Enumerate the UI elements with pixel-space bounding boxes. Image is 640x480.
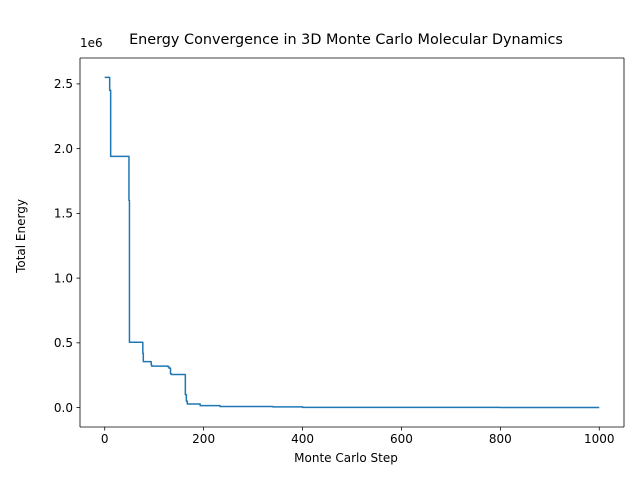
y-tick-label: 2.5 xyxy=(54,77,73,91)
x-tick-label: 1000 xyxy=(584,432,615,446)
y-axis-label: Total Energy xyxy=(14,199,28,274)
x-axis-label: Monte Carlo Step xyxy=(294,451,398,465)
x-tick-label: 0 xyxy=(101,432,109,446)
y-offset-label: 1e6 xyxy=(80,36,103,50)
y-tick-label: 1.5 xyxy=(54,207,73,221)
y-tick-label: 0.5 xyxy=(54,336,73,350)
x-tick-label: 200 xyxy=(192,432,215,446)
x-tick-label: 600 xyxy=(390,432,413,446)
plot-area: 0 200 400 600 800 1000 0.0 0.5 1.0 1.5 2.0 2.5 xyxy=(54,57,625,446)
x-tick-label: 400 xyxy=(291,432,314,446)
y-tick-label: 0.0 xyxy=(54,401,73,415)
y-tick-label: 1.0 xyxy=(54,271,73,285)
chart-title: Energy Convergence in 3D Monte Carlo Mol… xyxy=(129,32,563,48)
series-line-0 xyxy=(104,76,600,409)
y-tick-label: 2.0 xyxy=(54,142,73,156)
x-tick-label: 800 xyxy=(489,432,512,446)
